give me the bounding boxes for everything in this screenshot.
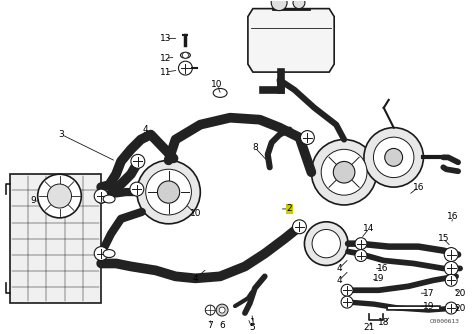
Circle shape bbox=[311, 140, 377, 205]
Ellipse shape bbox=[213, 89, 227, 98]
Text: 4: 4 bbox=[337, 264, 342, 273]
Text: 7: 7 bbox=[207, 321, 213, 330]
Text: 8: 8 bbox=[252, 143, 258, 152]
Circle shape bbox=[130, 182, 144, 196]
Text: 3: 3 bbox=[59, 130, 64, 139]
Circle shape bbox=[157, 181, 180, 203]
Circle shape bbox=[47, 184, 72, 208]
Circle shape bbox=[312, 229, 340, 258]
Ellipse shape bbox=[181, 52, 191, 58]
Circle shape bbox=[445, 302, 457, 314]
Bar bbox=[10, 174, 101, 303]
Circle shape bbox=[355, 249, 367, 262]
Text: 4: 4 bbox=[143, 125, 148, 134]
Text: 20: 20 bbox=[455, 304, 466, 313]
Circle shape bbox=[355, 238, 367, 249]
Circle shape bbox=[293, 0, 305, 9]
Circle shape bbox=[94, 246, 108, 261]
Text: 10: 10 bbox=[190, 209, 201, 218]
Circle shape bbox=[445, 274, 457, 286]
Text: C0000613: C0000613 bbox=[429, 319, 459, 324]
Text: 16: 16 bbox=[447, 212, 459, 221]
Circle shape bbox=[444, 262, 458, 275]
Circle shape bbox=[374, 137, 414, 178]
Text: 1: 1 bbox=[250, 318, 256, 327]
Text: 12: 12 bbox=[160, 54, 171, 63]
Circle shape bbox=[292, 220, 306, 234]
Text: 16: 16 bbox=[377, 264, 389, 273]
Text: 10: 10 bbox=[211, 80, 223, 90]
Circle shape bbox=[205, 305, 215, 315]
Ellipse shape bbox=[103, 249, 115, 258]
Text: 19: 19 bbox=[373, 274, 384, 283]
Circle shape bbox=[38, 174, 82, 218]
Text: 14: 14 bbox=[363, 224, 374, 233]
Text: 4: 4 bbox=[192, 274, 198, 283]
Text: 17: 17 bbox=[423, 289, 434, 298]
Circle shape bbox=[271, 0, 287, 11]
Ellipse shape bbox=[103, 195, 115, 203]
Text: 21: 21 bbox=[363, 323, 374, 332]
Circle shape bbox=[301, 131, 314, 145]
Circle shape bbox=[333, 161, 355, 183]
Text: 19: 19 bbox=[423, 302, 434, 311]
Circle shape bbox=[321, 149, 367, 195]
Text: 9: 9 bbox=[31, 196, 36, 205]
Circle shape bbox=[219, 307, 225, 313]
Circle shape bbox=[385, 148, 402, 166]
Text: 15: 15 bbox=[438, 234, 449, 243]
Text: 13: 13 bbox=[160, 34, 172, 43]
Text: 11: 11 bbox=[160, 67, 172, 76]
Circle shape bbox=[304, 222, 348, 266]
Text: 18: 18 bbox=[378, 318, 390, 327]
Circle shape bbox=[94, 189, 108, 203]
Circle shape bbox=[341, 284, 353, 296]
Text: 2: 2 bbox=[287, 204, 292, 213]
Text: 4: 4 bbox=[337, 276, 342, 285]
Circle shape bbox=[364, 128, 423, 187]
Circle shape bbox=[131, 154, 145, 168]
Circle shape bbox=[146, 169, 191, 215]
Circle shape bbox=[137, 160, 201, 224]
Circle shape bbox=[182, 52, 188, 58]
Circle shape bbox=[216, 304, 228, 316]
Circle shape bbox=[179, 61, 192, 75]
Circle shape bbox=[444, 247, 458, 262]
Polygon shape bbox=[248, 9, 334, 72]
Text: 20: 20 bbox=[455, 289, 466, 298]
Text: 6: 6 bbox=[219, 321, 225, 330]
Text: 5: 5 bbox=[249, 323, 255, 332]
Text: 16: 16 bbox=[413, 183, 424, 192]
Circle shape bbox=[341, 296, 353, 308]
